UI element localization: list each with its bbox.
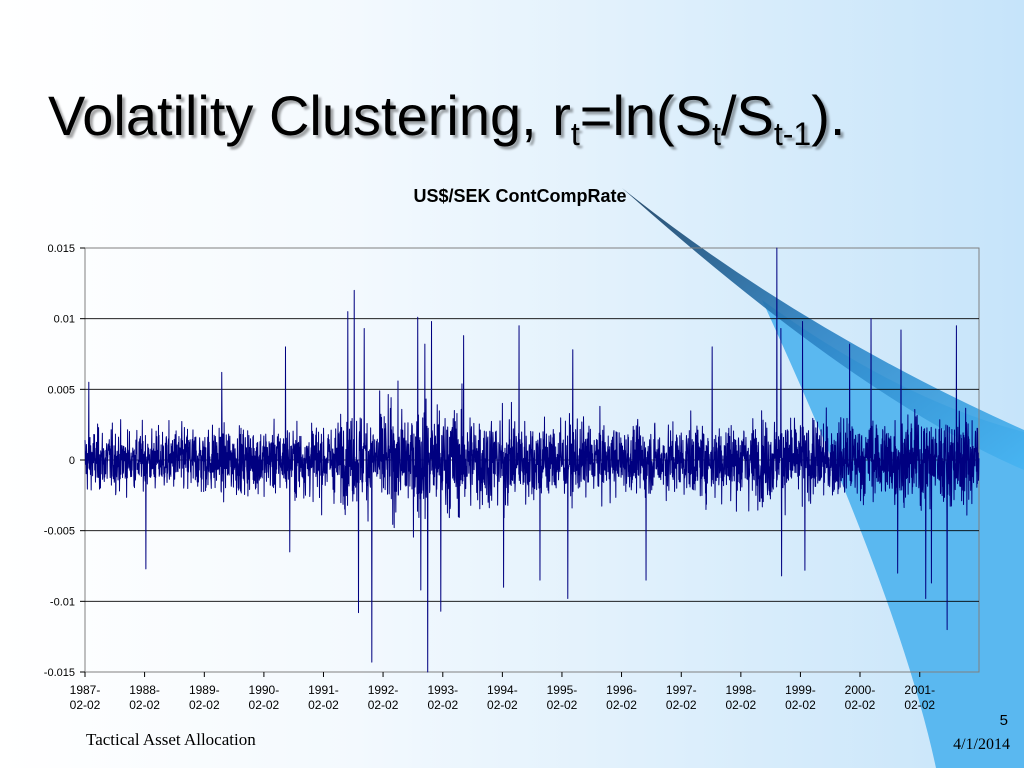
y-tick-label: -0.015 <box>44 667 75 679</box>
y-tick-label: 0.005 <box>47 384 75 396</box>
formula-close: ). <box>811 84 846 147</box>
series-line-us-sek <box>84 247 980 673</box>
x-tick-label: 1987-02-02 <box>70 683 101 712</box>
formula-s-prev-subscript: t-1 <box>773 116 812 152</box>
formula-s-subscript: t <box>712 116 721 152</box>
footer-date: 4/1/2014 <box>953 736 1010 753</box>
x-tick-label: 2000-02-02 <box>845 683 876 712</box>
x-tick-label: 1994-02-02 <box>487 683 518 712</box>
x-tick-label: 1990-02-02 <box>249 683 280 712</box>
decorative-swoosh-dark <box>622 188 1024 470</box>
x-tick-label: 1996-02-02 <box>606 683 637 712</box>
slide-title-text: Volatility Clustering, <box>48 84 553 147</box>
formula-r-subscript: t <box>570 116 580 152</box>
chart-title: US$/SEK ContCompRate <box>413 186 627 206</box>
formula-r: r <box>552 84 571 147</box>
slide-title: Volatility Clustering, rt=ln(St/St-1). <box>48 88 845 151</box>
footer-course-title: Tactical Asset Allocation <box>86 730 256 749</box>
x-tick-label: 1998-02-02 <box>725 683 756 712</box>
y-tick-label: 0.01 <box>54 314 75 326</box>
x-tick-label: 1993-02-02 <box>427 683 458 712</box>
x-tick-label: 1991-02-02 <box>308 683 339 712</box>
x-tick-label: 2001-02-02 <box>904 683 935 712</box>
y-tick-label: 0.015 <box>47 243 75 255</box>
x-tick-label: 1999-02-02 <box>785 683 816 712</box>
x-axis-ticks: 1987-02-02 1988-02-02 1989-02-02 1990-02-02… <box>70 672 935 712</box>
formula-equals-ln: =ln(S <box>579 84 713 147</box>
formula-slash-s: /S <box>720 84 774 147</box>
y-tick-label: 0 <box>69 455 75 467</box>
x-tick-label: 1995-02-02 <box>547 683 578 712</box>
x-tick-label: 1992-02-02 <box>368 683 399 712</box>
y-tick-label: -0.01 <box>50 596 75 608</box>
y-tick-label: -0.005 <box>44 526 75 538</box>
x-tick-label: 1997-02-02 <box>666 683 697 712</box>
x-tick-label: 1988-02-02 <box>129 683 160 712</box>
x-tick-label: 1989-02-02 <box>189 683 220 712</box>
y-axis-ticks: 0.015 0.01 0.005 0 -0.005 -0.01 -0.015 <box>44 243 85 679</box>
slide-page-number: 5 <box>999 712 1008 729</box>
